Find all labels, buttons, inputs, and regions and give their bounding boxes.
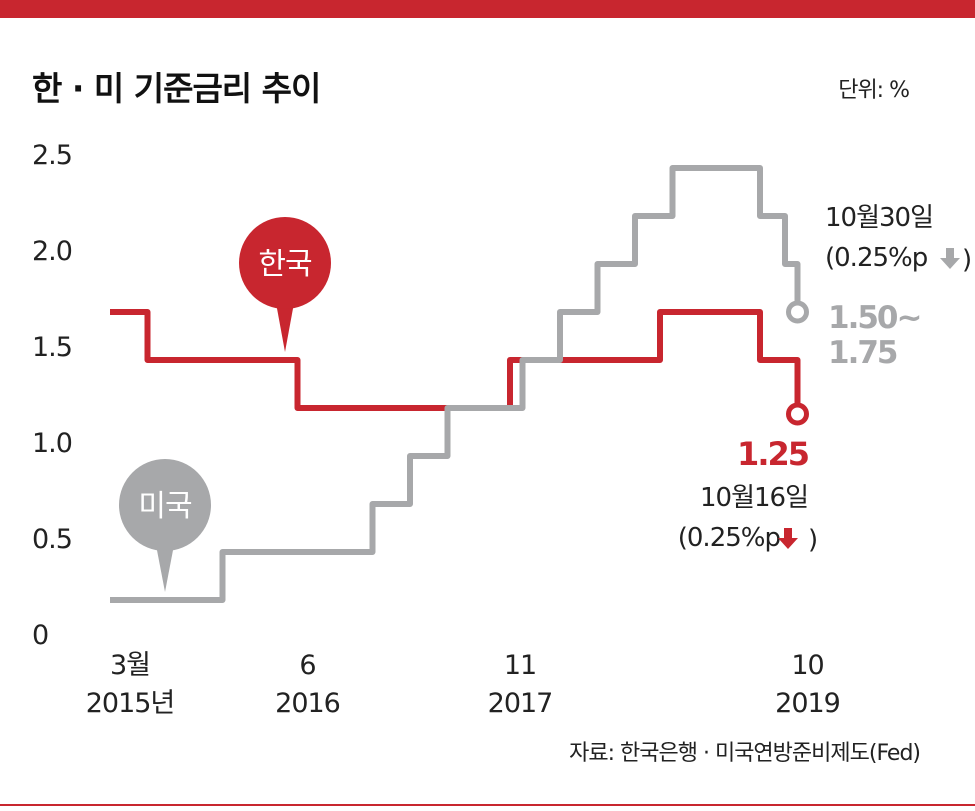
series-end-marker	[786, 402, 809, 426]
series-end-marker	[786, 300, 809, 324]
series-line-korea	[110, 309, 801, 411]
y-tick-label: 1.5	[32, 332, 72, 363]
source-label: 자료: 한국은행 · 미국연방준비제도(Fed)	[569, 741, 921, 766]
series-line-us	[110, 165, 801, 603]
x-tick-year-label: 2015년	[86, 688, 175, 719]
x-tick-label: 11	[504, 650, 536, 681]
x-tick-year-label: 2019	[775, 688, 840, 719]
top-accent-bar	[0, 0, 975, 18]
y-tick-label: 0.5	[32, 524, 72, 555]
us-callout-label: 미국	[138, 489, 192, 524]
us-end-value-line2: 1.75	[828, 335, 897, 371]
down-arrow-icon	[778, 528, 798, 549]
unit-label: 단위: %	[838, 78, 910, 103]
us-callout-pointer	[156, 545, 174, 592]
x-tick-year-label: 2016	[275, 688, 340, 719]
us-end-date: 10월30일	[825, 203, 933, 233]
x-tick-label: 6	[299, 650, 315, 681]
korea-callout-label: 한국	[258, 247, 312, 282]
korea-end-change: (0.25%p	[678, 523, 781, 553]
korea-callout-pointer	[276, 303, 294, 352]
us-callout-bubble	[119, 459, 211, 551]
bottom-divider	[0, 804, 975, 806]
us-end-value-line1: 1.50~	[828, 300, 920, 336]
korea-end-value: 1.25	[737, 435, 809, 473]
chart-title: 한 · 미 기준금리 추이	[32, 69, 321, 108]
y-tick-label: 2.5	[32, 140, 72, 171]
us-end-change: (0.25%p	[825, 243, 928, 273]
x-tick-label: 3월	[110, 650, 150, 681]
y-tick-label: 2.0	[32, 236, 72, 267]
x-tick-label: 10	[791, 650, 823, 681]
paren-close: )	[808, 525, 817, 555]
x-tick-year-label: 2017	[488, 688, 553, 719]
down-arrow-icon	[940, 248, 960, 269]
korea-callout-bubble	[239, 217, 331, 309]
korea-end-date: 10월16일	[700, 483, 808, 513]
paren-close: )	[962, 245, 971, 275]
y-tick-label: 0	[32, 620, 48, 651]
y-tick-label: 1.0	[32, 428, 72, 459]
